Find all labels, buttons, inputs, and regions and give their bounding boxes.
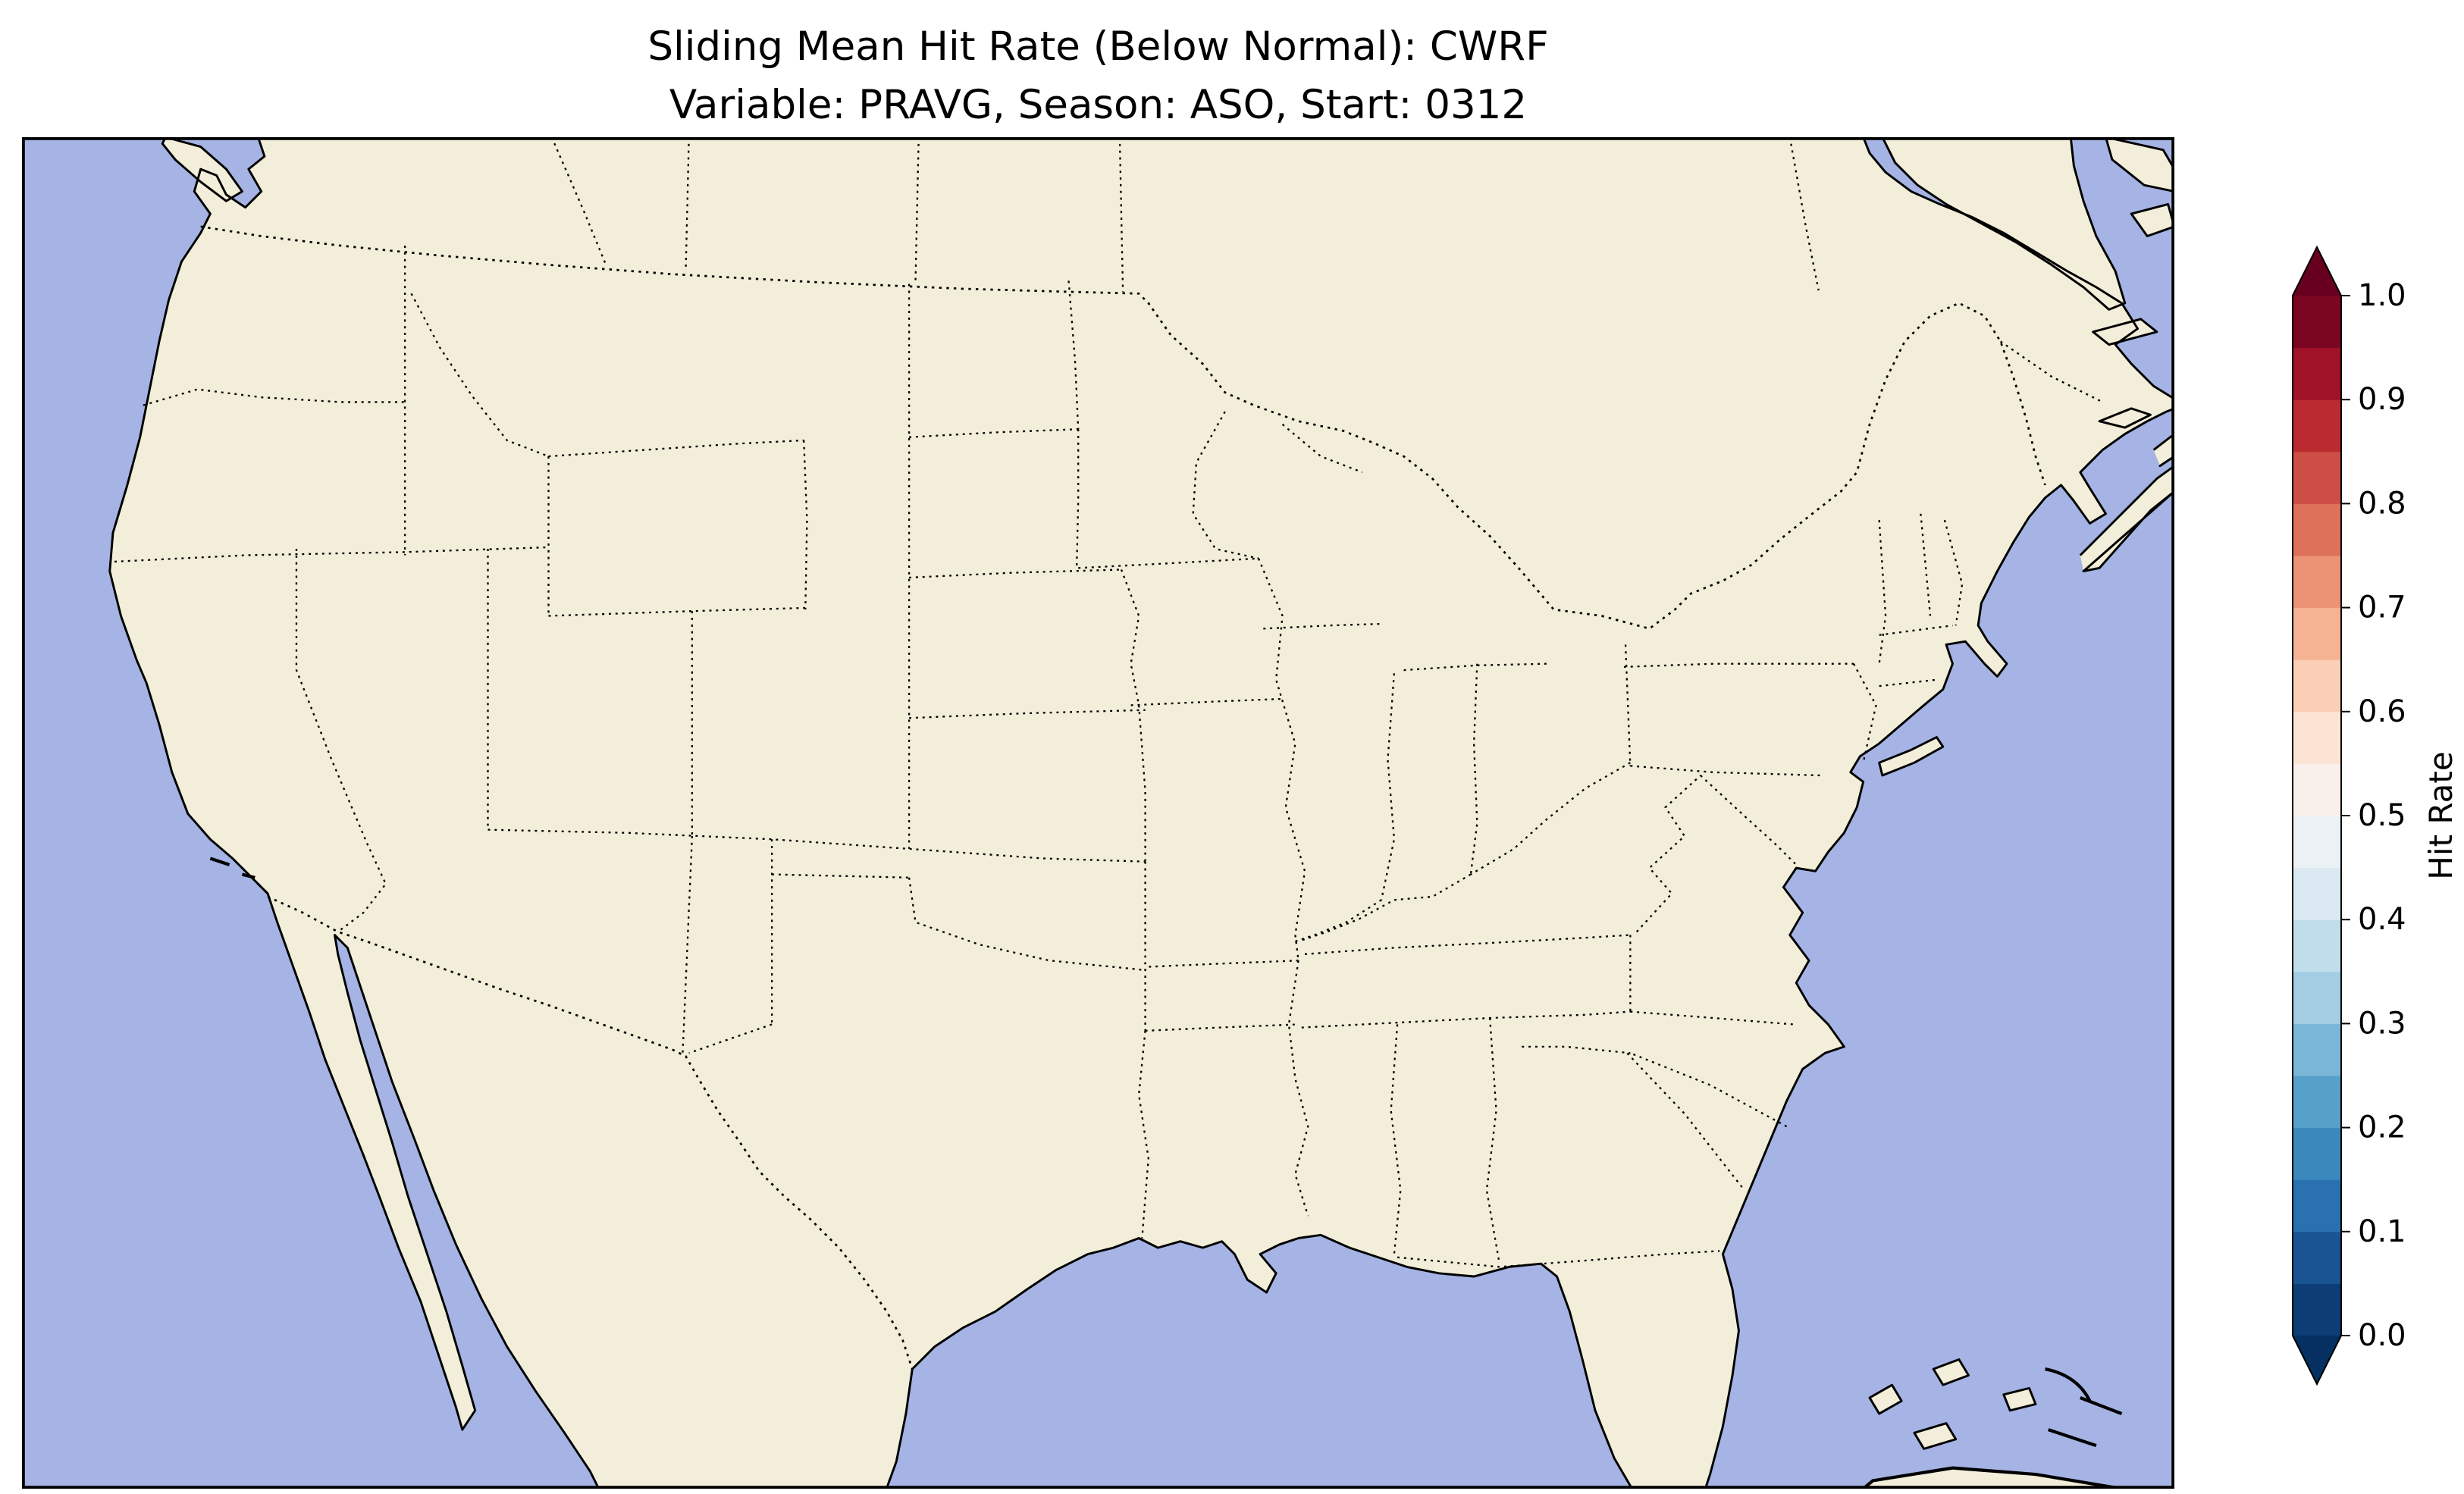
colorbar-band [2293,711,2341,764]
colorbar-over-arrow [2293,247,2341,296]
colorbar-svg: 0.0 0.1 0.2 0.3 0.4 0.5 0.6 0.7 0.8 0.9 1.0 Hit Ra… [2292,245,2459,1386]
colorbar-band [2293,1231,2341,1284]
bahamas-islands [1870,1359,2036,1449]
colorbar-band [2293,607,2341,660]
colorbar-band [2293,971,2341,1024]
us-mexico-border [267,895,914,1370]
colorbar-band [2293,399,2341,453]
colorbar-band [2293,659,2341,713]
map-frame [22,137,2174,1489]
state-borders [114,137,2103,1268]
colorbar-tick-label: 0.5 [2358,798,2406,833]
us-canada-border [200,225,2046,630]
us-map [22,137,2174,1489]
colorbar-band [2293,1179,2341,1232]
colorbar-tick-label: 0.3 [2358,1006,2406,1041]
figure-title-block: Sliding Mean Hit Rate (Below Normal): CW… [22,18,2174,135]
page-title: Sliding Mean Hit Rate (Below Normal): CW… [647,23,1549,70]
colorbar-band [2293,347,2341,400]
long-island [1879,737,1943,776]
colorbar-band [2293,1127,2341,1180]
colorbar-ticks: 0.0 0.1 0.2 0.3 0.4 0.5 0.6 0.7 0.8 0.9 1.0 [2341,278,2406,1353]
colorbar-band [2293,556,2341,609]
colorbar-band [2293,1023,2341,1076]
colorbar-tick-label: 0.4 [2358,902,2406,937]
colorbar-tick-label: 1.0 [2358,278,2406,313]
colorbar-band [2293,867,2341,920]
colorbar-tick-label: 0.6 [2358,694,2406,729]
colorbar-tick-label: 0.2 [2358,1110,2406,1145]
colorbar-band [2293,919,2341,973]
colorbar-tick-label: 0.9 [2358,382,2406,417]
colorbar: 0.0 0.1 0.2 0.3 0.4 0.5 0.6 0.7 0.8 0.9 1.0 Hit Ra… [2274,227,2464,1410]
colorbar-tick-label: 0.8 [2358,486,2406,521]
colorbar-tick-label: 0.1 [2358,1214,2406,1249]
cape-breton [2153,434,2174,466]
us-state-lines [114,246,1964,1268]
colorbar-band [2293,1283,2341,1336]
page-subtitle: Variable: PRAVG, Season: ASO, Start: 031… [669,81,1528,128]
colorbar-band [2293,763,2341,816]
colorbar-band [2293,816,2341,869]
quebec-land [1882,137,2125,310]
colorbar-band [2293,296,2341,349]
colorbar-band [2293,451,2341,504]
colorbar-band [2293,1076,2341,1129]
colorbar-tick-label: 0.0 [2358,1318,2406,1353]
colorbar-bands [2292,245,2342,1386]
country-borders [200,225,2046,1370]
colorbar-tick-label: 0.7 [2358,590,2406,625]
nova-scotia [2080,465,2174,572]
small-islets [209,857,2123,1448]
colorbar-axis-label: Hit Rate [2422,751,2459,879]
colorbar-under-arrow [2293,1336,2341,1384]
map-panel [22,137,2174,1489]
canada-province-lines [550,137,2103,403]
newfoundland-island [2105,137,2174,192]
colorbar-band [2293,503,2341,556]
